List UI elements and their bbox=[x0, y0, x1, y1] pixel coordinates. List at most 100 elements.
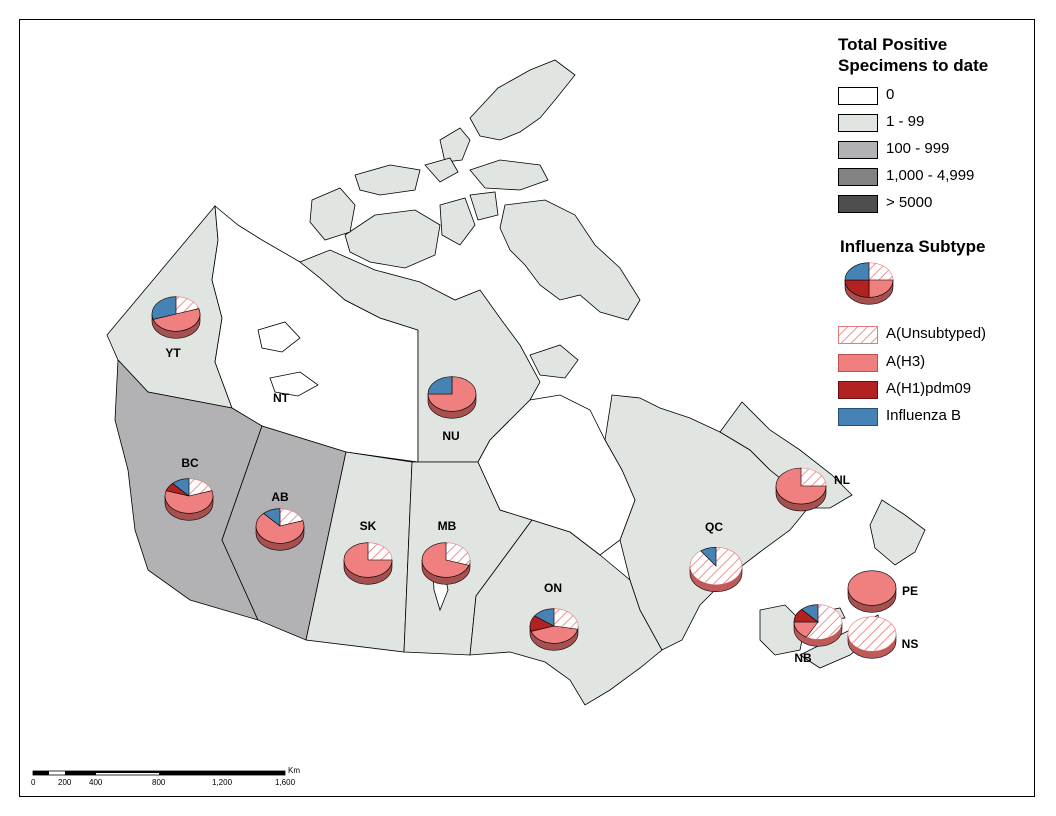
province-label-pe: PE bbox=[902, 584, 918, 598]
banks-island bbox=[309, 187, 356, 241]
pie-qc bbox=[689, 546, 743, 593]
legend-pie-slice-b bbox=[844, 262, 870, 281]
pie-mb bbox=[421, 542, 471, 585]
legend-range-label: 1 - 99 bbox=[886, 113, 925, 130]
legend-swatch bbox=[838, 381, 878, 399]
pie-qc-slice-b bbox=[700, 546, 717, 567]
pie-nl-slice-unsub bbox=[800, 467, 827, 487]
baffin-island bbox=[499, 199, 641, 321]
pie-sk-slice-h3 bbox=[343, 542, 393, 578]
legend-total-title-line2: Specimens to date bbox=[838, 56, 989, 75]
legend-subtype-label: Influenza B bbox=[886, 407, 962, 424]
scale-tick: 400 bbox=[89, 778, 103, 787]
legend-subtype-label: A(H1)pdm09 bbox=[886, 380, 972, 397]
pie-on-slice-unsub bbox=[553, 608, 579, 630]
legend-swatch bbox=[838, 87, 878, 105]
legend-swatch bbox=[838, 354, 878, 372]
prince-of-wales-island bbox=[439, 197, 476, 246]
scale-tick: 1,200 bbox=[212, 778, 233, 787]
province-label-nl: NL bbox=[834, 473, 850, 487]
arctic-islands bbox=[309, 59, 641, 379]
scale-tick: 0 bbox=[31, 778, 36, 787]
province-label-nt: NT bbox=[273, 391, 290, 405]
legend-pie-slice-unsub bbox=[868, 262, 894, 281]
pie-on bbox=[529, 608, 579, 651]
pie-ns-slice-unsub bbox=[847, 616, 897, 652]
province-nb[interactable] bbox=[759, 604, 806, 656]
scale-unit: Km bbox=[288, 766, 300, 775]
pie-charts-layer bbox=[151, 296, 897, 659]
legend-subtype-title: Influenza Subtype bbox=[840, 237, 986, 256]
pie-mb-slice-h3 bbox=[421, 542, 470, 578]
province-label-yt: YT bbox=[165, 346, 181, 360]
legend-swatch bbox=[838, 114, 878, 132]
pie-nb-slice-unsub bbox=[805, 604, 843, 640]
scale-tick: 800 bbox=[152, 778, 166, 787]
scale-tick: 200 bbox=[58, 778, 72, 787]
pie-bc-slice-h3 bbox=[164, 490, 214, 514]
scale-bar: Km 0 200 400 800 1,200 1,600 bbox=[31, 766, 300, 787]
victoria-island bbox=[344, 209, 441, 269]
legend-subtype-label: A(H3) bbox=[886, 353, 926, 370]
province-label-sk: SK bbox=[360, 519, 377, 533]
legend-range-label: 1,000 - 4,999 bbox=[886, 167, 975, 184]
legend-swatch bbox=[838, 168, 878, 186]
province-label-bc: BC bbox=[181, 456, 199, 470]
pie-yt-slice-b bbox=[151, 296, 177, 320]
pie-nu bbox=[427, 376, 477, 419]
province-label-nu: NU bbox=[442, 429, 459, 443]
pie-mb-slice-unsub bbox=[445, 542, 471, 566]
legend-swatch bbox=[838, 408, 878, 426]
legend-sample-pie bbox=[844, 262, 894, 305]
pie-nl-slice-h3 bbox=[775, 467, 827, 505]
ellesmere-island bbox=[469, 59, 576, 141]
bathurst-island bbox=[424, 157, 459, 183]
province-label-qc: QC bbox=[705, 520, 723, 534]
pie-yt-slice-h3 bbox=[152, 308, 201, 332]
great-bear-lake bbox=[257, 321, 301, 353]
pie-qc-slice-unsub bbox=[689, 546, 743, 585]
legend-range-label: 100 - 999 bbox=[886, 140, 950, 157]
pie-nu-slice-b bbox=[427, 376, 453, 395]
pie-bc bbox=[164, 478, 214, 521]
pie-on-slice-b bbox=[534, 608, 555, 627]
axel-heiberg-island bbox=[439, 127, 471, 163]
province-nl-newfoundland bbox=[869, 499, 926, 566]
somerset-island bbox=[469, 191, 499, 221]
legend-pie-slice-h3 bbox=[868, 279, 894, 298]
province-label-nb: NB bbox=[794, 651, 812, 665]
pie-ab bbox=[255, 508, 305, 551]
province-label-mb: MB bbox=[438, 519, 457, 533]
pie-on-slice-h3 bbox=[530, 625, 578, 644]
pie-ab-slice-b bbox=[263, 508, 281, 527]
devon-island bbox=[469, 159, 549, 191]
hudson-bay bbox=[477, 394, 636, 556]
legend-swatch bbox=[838, 195, 878, 213]
pie-nu-slice-h3 bbox=[427, 376, 477, 412]
legend-subtype-label: A(Unsubtyped) bbox=[886, 325, 987, 342]
pie-ns bbox=[847, 616, 897, 659]
great-slave-lake bbox=[269, 371, 319, 397]
legend-range-label: > 5000 bbox=[886, 194, 933, 211]
legend-range-label: 0 bbox=[886, 86, 895, 103]
pie-bc-slice-b bbox=[172, 478, 190, 497]
province-label-on: ON bbox=[544, 581, 562, 595]
pie-nl bbox=[775, 467, 827, 512]
pie-pe-slice-h3 bbox=[847, 570, 897, 606]
scale-tick: 1,600 bbox=[275, 778, 296, 787]
pie-yt bbox=[151, 296, 201, 339]
pie-sk bbox=[343, 542, 393, 585]
pie-nb bbox=[793, 604, 843, 647]
southampton-island bbox=[529, 344, 579, 379]
province-labels-layer: YT NT NU BC AB SK MB ON QC NL NB NS PE bbox=[165, 346, 918, 665]
pie-pe bbox=[847, 570, 897, 613]
legend-swatch-hatch bbox=[838, 326, 878, 344]
legend-pie bbox=[844, 262, 894, 305]
pie-nb-slice-b bbox=[801, 604, 819, 623]
legend-total-title: Total Positive Specimens to date bbox=[838, 34, 988, 76]
legend-pie-slice-h1 bbox=[844, 279, 870, 298]
legend-swatch bbox=[838, 141, 878, 159]
pie-ab-slice-h3 bbox=[255, 513, 305, 544]
legend-total-title-line1: Total Positive bbox=[838, 35, 948, 54]
